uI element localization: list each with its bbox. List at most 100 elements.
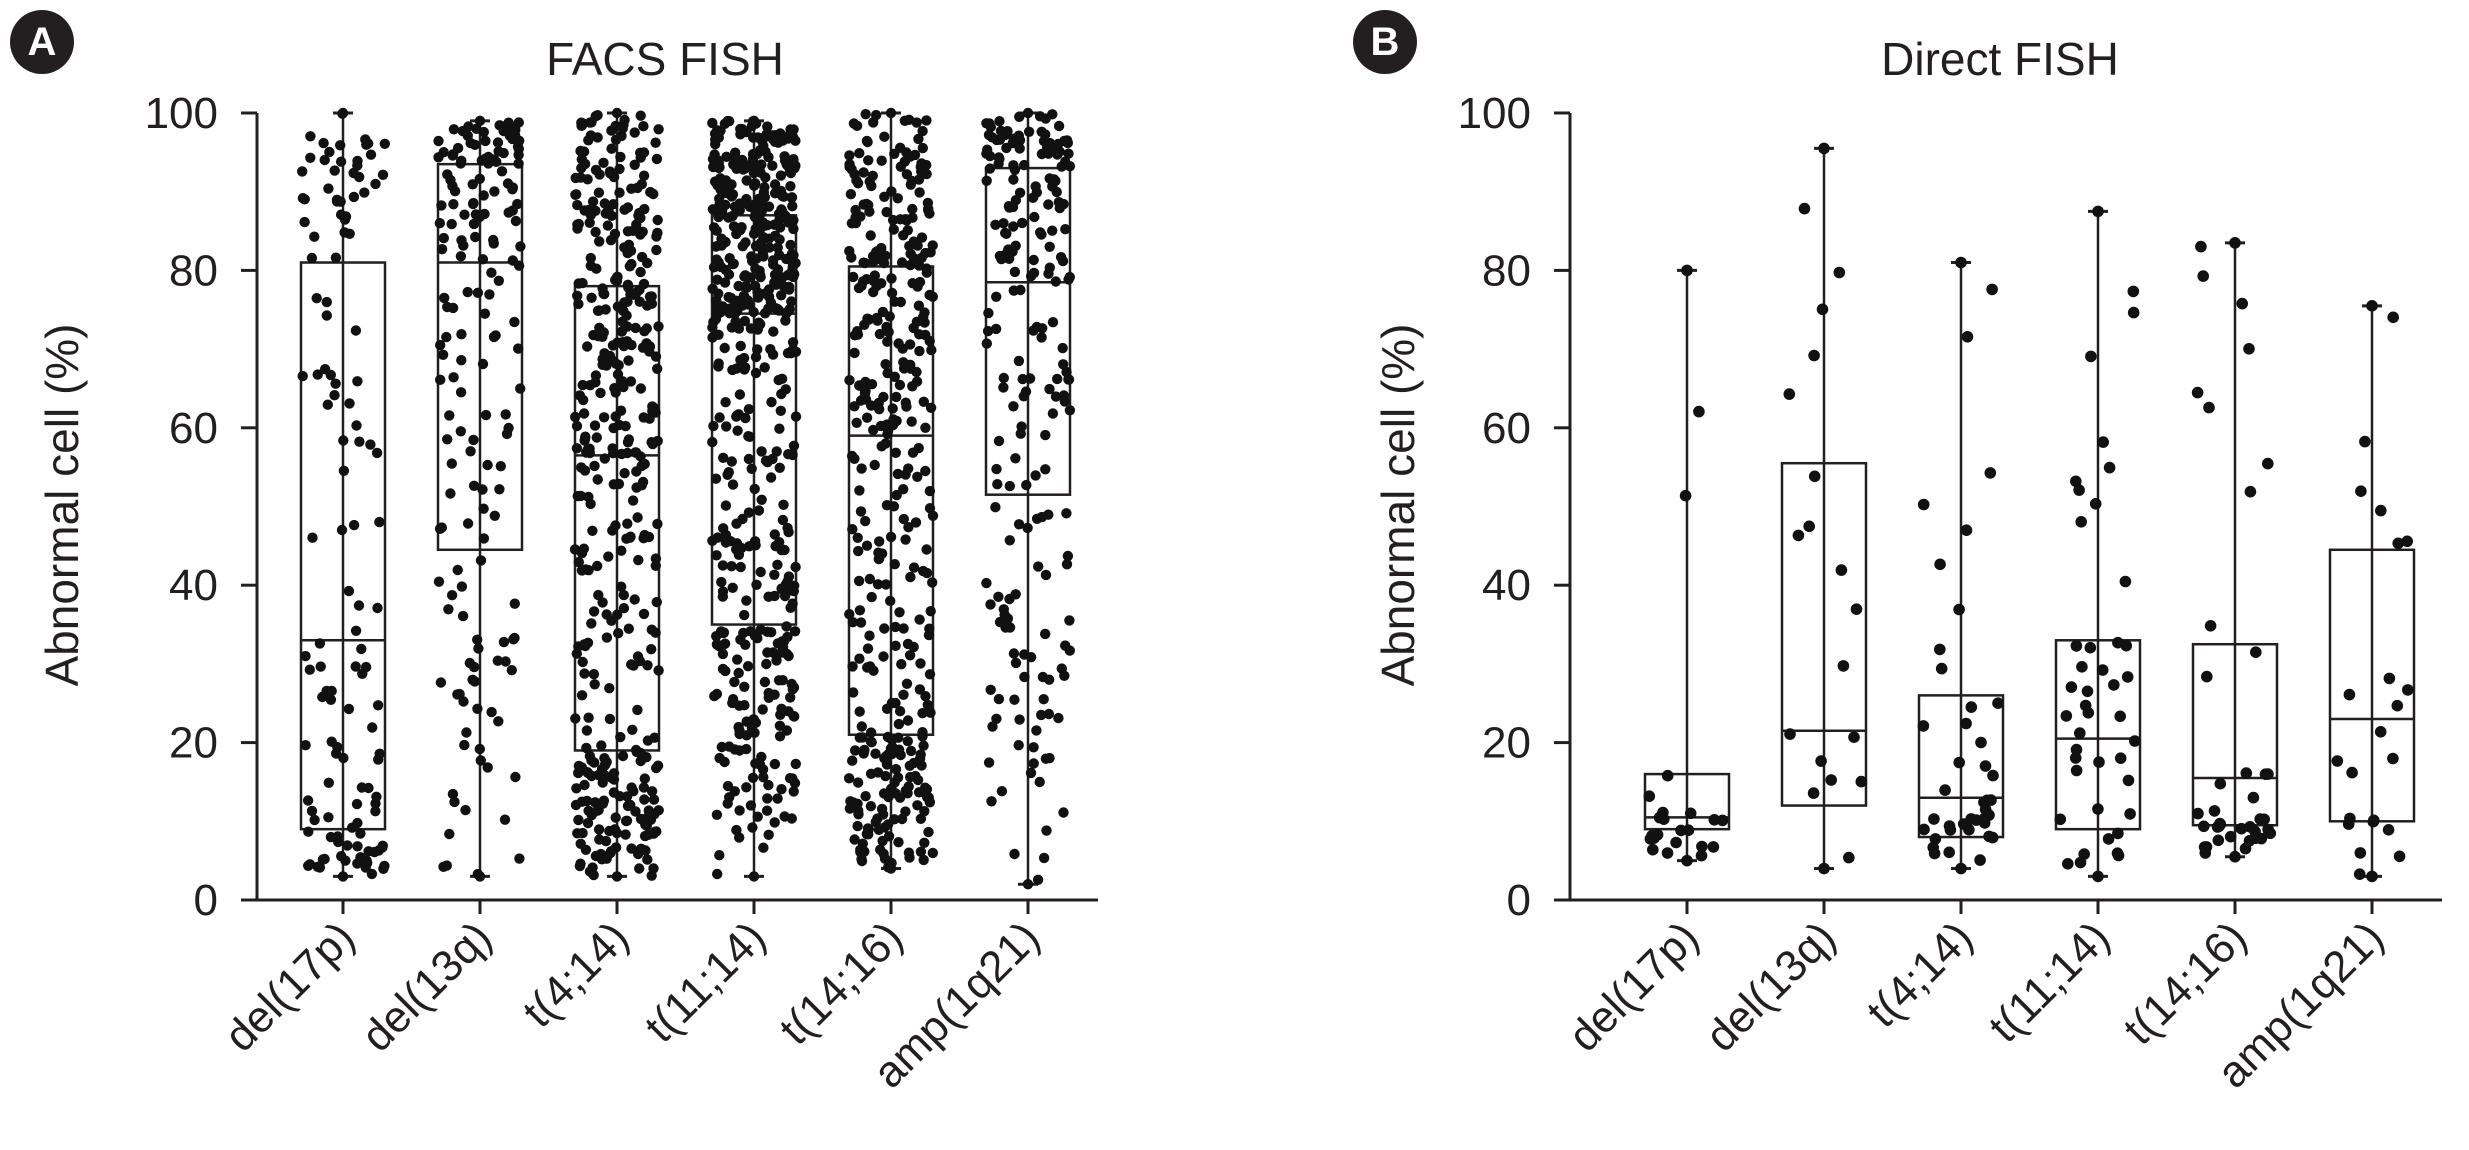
data-point <box>2062 858 2074 870</box>
data-point <box>756 446 767 457</box>
data-point <box>2203 401 2215 414</box>
data-point <box>377 169 389 180</box>
data-point <box>2342 818 2355 830</box>
data-point <box>2124 808 2136 820</box>
data-point <box>456 329 467 340</box>
data-point <box>892 468 904 480</box>
data-point <box>994 116 1005 127</box>
data-point <box>1979 760 1992 772</box>
data-point <box>866 379 878 390</box>
data-point <box>474 211 485 223</box>
data-point <box>900 397 911 408</box>
data-point <box>729 676 740 688</box>
data-point <box>1935 662 1948 675</box>
data-point <box>458 696 469 707</box>
data-point <box>741 282 753 293</box>
data-point <box>788 440 800 451</box>
data-point <box>2097 436 2109 448</box>
data-point <box>1004 480 1015 492</box>
data-point <box>581 742 592 754</box>
data-point <box>905 771 916 783</box>
data-point <box>510 130 521 141</box>
data-point <box>730 316 741 327</box>
data-point <box>616 326 627 337</box>
data-point <box>863 155 874 166</box>
data-point <box>747 116 759 127</box>
data-point <box>852 820 863 832</box>
data-point <box>2243 835 2256 847</box>
panel-b-label-badge <box>1353 10 1417 74</box>
data-point <box>743 160 754 171</box>
data-point <box>753 292 764 303</box>
data-point <box>452 142 464 154</box>
data-point <box>578 408 590 419</box>
data-point <box>1047 225 1058 236</box>
data-point <box>1835 564 1848 576</box>
data-point <box>739 609 750 621</box>
data-point <box>719 756 730 768</box>
data-point <box>786 296 797 307</box>
data-point <box>846 252 857 263</box>
data-point <box>739 315 751 327</box>
data-point <box>593 187 605 198</box>
data-point <box>784 773 796 784</box>
data-point <box>1022 879 1034 890</box>
data-point <box>769 817 780 828</box>
data-point <box>769 590 780 602</box>
data-point <box>638 121 649 132</box>
data-point <box>1031 725 1042 736</box>
data-point <box>312 861 323 872</box>
data-point <box>921 784 933 795</box>
data-point <box>438 232 449 244</box>
data-point <box>720 500 732 511</box>
data-point <box>608 768 620 779</box>
data-point <box>711 809 723 820</box>
data-point <box>575 145 586 157</box>
data-point <box>2120 639 2133 652</box>
data-point <box>893 837 904 848</box>
data-point <box>2243 343 2255 355</box>
data-point <box>337 871 349 882</box>
data-point <box>926 344 937 356</box>
data-point <box>739 681 750 692</box>
data-point <box>570 411 581 423</box>
data-point <box>888 501 900 512</box>
data-point <box>739 271 750 282</box>
data-point <box>927 577 938 588</box>
data-point <box>652 435 663 447</box>
data-point <box>329 390 340 401</box>
data-point <box>2224 830 2237 843</box>
data-point <box>306 805 318 817</box>
data-point <box>436 200 447 211</box>
data-point <box>1044 241 1055 252</box>
data-point <box>615 151 626 163</box>
data-point <box>766 396 777 408</box>
data-point <box>307 532 318 543</box>
data-point <box>312 369 323 380</box>
data-point <box>489 510 500 521</box>
data-point <box>311 293 322 304</box>
data-point <box>883 749 894 761</box>
data-point <box>747 822 758 833</box>
data-point <box>626 339 637 351</box>
data-point <box>875 420 887 432</box>
data-point <box>788 223 799 235</box>
data-point <box>509 598 520 609</box>
data-point <box>1027 192 1039 203</box>
data-point <box>889 296 900 307</box>
data-point <box>379 860 390 872</box>
data-point <box>890 764 902 775</box>
data-point <box>588 329 599 341</box>
data-point <box>1040 569 1052 581</box>
data-point <box>467 674 478 685</box>
data-point <box>1040 628 1051 640</box>
data-point <box>1008 221 1019 232</box>
data-point <box>586 618 597 629</box>
data-point <box>787 201 798 212</box>
data-point <box>639 773 650 784</box>
data-point <box>925 606 936 617</box>
data-point <box>775 170 787 181</box>
data-point <box>343 585 355 597</box>
data-point <box>1008 160 1019 171</box>
data-point <box>748 306 759 318</box>
